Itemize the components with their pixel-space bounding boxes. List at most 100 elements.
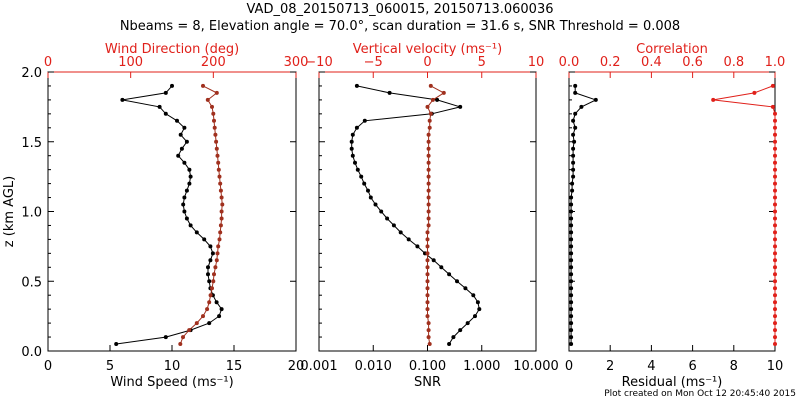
panel-2-series-2-point xyxy=(426,160,431,165)
panel-1-series-1-point xyxy=(157,104,162,109)
panel-2-top-tick-label: 5 xyxy=(478,55,486,70)
panel-1-series-1-point xyxy=(114,342,119,346)
panel-1-series-1-point xyxy=(175,118,179,123)
panel-2-series-2-point xyxy=(426,195,431,200)
panel-2-series-2-point xyxy=(427,342,432,346)
panel-3-series-1-point xyxy=(569,342,574,346)
panel-2-series-1-point xyxy=(355,167,360,172)
panel-3-series-1-point xyxy=(571,160,576,165)
panel-2-series-2-point xyxy=(428,111,433,116)
panel-3-series-2-point xyxy=(773,286,777,291)
panel-1-series-2-point xyxy=(215,153,220,158)
panel-3-top-tick-label: 0.2 xyxy=(600,55,621,70)
panel-1-series-1-point xyxy=(187,167,192,172)
panel-1-series-2-point xyxy=(213,132,218,137)
panel-1-series-1-point xyxy=(207,279,212,284)
panel-2-series-2-point xyxy=(428,83,433,88)
panel-3-series-2-point xyxy=(770,83,775,88)
panel-3-series-2-point xyxy=(711,97,716,102)
panel-1-series-2-point xyxy=(218,188,223,193)
panel-3-series-1-point xyxy=(569,300,574,305)
panel-1-series-1-point xyxy=(163,111,168,116)
panel-3-series-2-point xyxy=(773,244,777,249)
panel-1-series-2-point xyxy=(214,258,219,263)
panel-2-series-1-point xyxy=(366,188,370,193)
panel-2-series-2-point xyxy=(425,237,430,242)
panel-1-series-1-point xyxy=(187,181,192,186)
panel-3-series-2-point xyxy=(773,321,777,326)
panel-3-series-1-point xyxy=(573,111,578,116)
panel-2-series-2-point xyxy=(426,167,431,172)
panel-1-series-2-point xyxy=(210,286,214,291)
panel-2-series-1-point xyxy=(447,272,452,277)
panel-1-top-tick-label: 300 xyxy=(284,55,309,70)
panel-3-xtick-label: 6 xyxy=(688,359,696,374)
panel-3-series-1-point xyxy=(570,188,575,193)
panel-1-series-1-point xyxy=(170,83,174,88)
panel-1-series-1-point xyxy=(184,139,189,144)
panel-3-series-2-point xyxy=(773,188,777,193)
plot-footer: Plot created on Mon Oct 12 20:45:40 2015 xyxy=(604,389,796,399)
panel-2-series-2-point xyxy=(425,286,430,291)
panel-1-series-1-point xyxy=(163,335,168,340)
panel-1-series-1-point xyxy=(179,146,184,151)
panel-3-series-2-point xyxy=(773,125,777,130)
panel-1-series-1-point xyxy=(176,153,181,158)
panel-1-series-1-point xyxy=(182,195,187,200)
panel-2-series-1-point xyxy=(362,118,367,123)
panel-2-series-1-point xyxy=(387,90,392,95)
panel-3-series-2-point xyxy=(773,139,777,144)
panel-1-series-2-point xyxy=(194,321,199,326)
panel-2-series-2-point xyxy=(426,223,431,228)
panel-1-series-2-point xyxy=(217,237,222,242)
panel-3-series-1-point xyxy=(579,104,584,109)
panel-2-series-2-point xyxy=(425,265,430,270)
panel-1-series-1-point xyxy=(182,209,187,214)
panel-2-series-1-point xyxy=(350,153,355,158)
panel-1-series-1-point xyxy=(184,216,189,221)
panel-2-series-2-point xyxy=(426,188,431,193)
panel-3-xtick-label: 10 xyxy=(767,359,784,374)
panel-2-series-2-point xyxy=(441,90,446,95)
panel-2-top-tick-label: 10 xyxy=(528,55,545,70)
panel-3-series-2-line xyxy=(713,85,776,344)
panel-3-series-1-point xyxy=(569,216,574,221)
panel-1-xtick-label: 15 xyxy=(226,359,243,374)
panel-2-series-1-point xyxy=(473,314,477,319)
panel-1-series-1-point xyxy=(178,132,183,137)
panel-3-series-1-point xyxy=(569,321,574,326)
panel-1-series-2-point xyxy=(205,307,210,312)
panel-1-series-1-point xyxy=(202,237,207,242)
panel-3-series-2-point xyxy=(773,328,777,333)
panel-1-series-2-point xyxy=(212,272,216,277)
y-tick-label: 1.0 xyxy=(21,206,42,221)
panel-1-series-2-point xyxy=(216,160,221,165)
panel-3-series-1-point xyxy=(569,258,574,263)
panel-1-series-1-point xyxy=(207,321,212,326)
panel-1-frame xyxy=(47,71,297,352)
panel-3-series-2-point xyxy=(773,300,777,305)
panel-2-series-2-point xyxy=(426,216,431,221)
panel-2-series-1-point xyxy=(447,342,452,346)
panel-1-series-1-point xyxy=(214,300,219,305)
panel-1-series-1-point xyxy=(217,314,222,319)
panel-3-xtick-label: 4 xyxy=(647,359,655,374)
panel-2-series-2-point xyxy=(425,307,430,312)
y-tick-label: 1.5 xyxy=(21,136,42,151)
panel-2-series-1-point xyxy=(439,265,444,270)
panel-2-series-1-point xyxy=(385,216,390,221)
panel-1-xtick-label: 0 xyxy=(44,359,52,374)
panel-3-series-1-point xyxy=(569,251,574,256)
panel-3-series-2-point xyxy=(773,111,777,116)
panel-1-series-1-point xyxy=(208,258,213,263)
panel-3-top-tick-label: 0.6 xyxy=(682,55,703,70)
panel-1-xtick-label: 5 xyxy=(106,359,114,374)
panel-2-series-1-point xyxy=(354,83,359,88)
panel-3-series-2-point xyxy=(770,104,775,109)
panel-3-series-1-point xyxy=(569,293,574,298)
panel-1-series-2-point xyxy=(217,174,222,179)
panel-3-series-1-point xyxy=(569,279,574,284)
panel-3-series-1-point xyxy=(569,272,574,277)
panel-2-xtick-label: 0.100 xyxy=(409,359,446,374)
panel-3-series-2-point xyxy=(773,230,777,235)
